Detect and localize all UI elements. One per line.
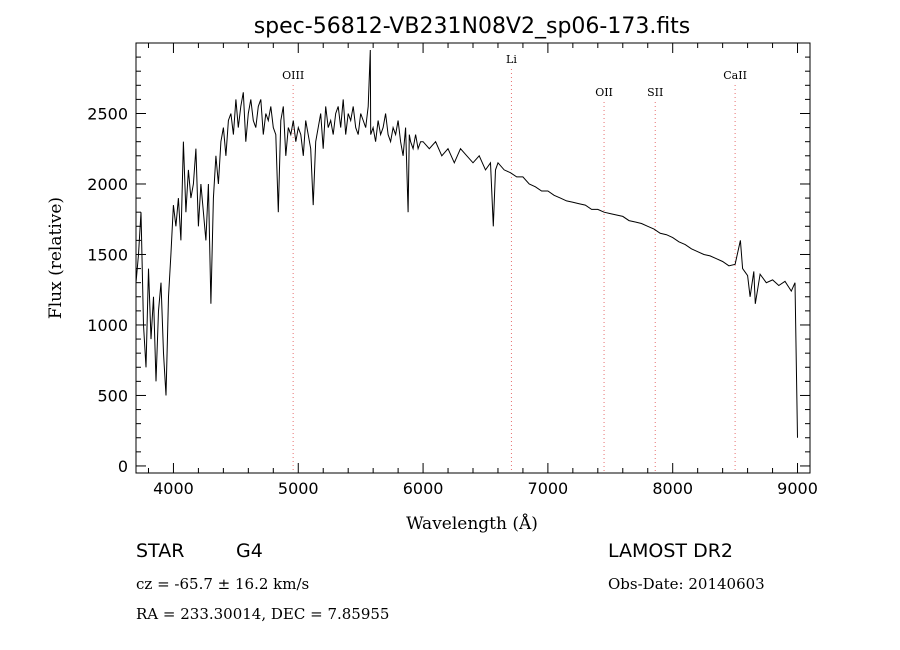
axis-ticks-layer: 4000 5000 6000 7000 8000 9000 0 500 1000 1500 2000… [87, 43, 818, 498]
spectral-line-label-oiii: OIII [282, 69, 304, 82]
spectral-lines-layer: OIII Li OII SII CaII [282, 53, 747, 473]
coordinates: RA = 233.30014, DEC = 7.85955 [136, 605, 390, 623]
spectral-line-label-caii: CaII [723, 69, 747, 82]
spectral-line-label-sii: SII [647, 86, 663, 99]
spectrum-series-line [135, 49, 798, 438]
spectral-line-label-oii: OII [595, 86, 613, 99]
x-axis-label: Wavelength (Å) [406, 513, 538, 534]
chart-title: spec-56812-VB231N08V2_sp06-173.fits [254, 14, 691, 39]
object-subclass: G4 [236, 540, 263, 562]
y-axis-label: Flux (relative) [46, 197, 66, 319]
observation-date: Obs-Date: 20140603 [608, 575, 765, 593]
y-tick-label: 1000 [87, 316, 128, 335]
y-tick-label: 0 [118, 457, 128, 476]
y-tick-label: 2000 [87, 175, 128, 194]
x-tick-label: 8000 [652, 479, 693, 498]
y-tick-label: 2500 [87, 104, 128, 123]
redshift-velocity: cz = -65.7 ± 16.2 km/s [136, 575, 310, 593]
y-tick-label: 500 [97, 386, 128, 405]
object-class: STAR [136, 540, 185, 562]
survey-name: LAMOST DR2 [608, 540, 733, 562]
x-tick-label: 4000 [153, 479, 194, 498]
x-tick-label: 9000 [777, 479, 818, 498]
x-tick-label: 5000 [278, 479, 319, 498]
x-tick-label: 6000 [403, 479, 444, 498]
x-tick-label: 7000 [528, 479, 569, 498]
plot-frame [135, 42, 811, 474]
y-tick-label: 1500 [87, 245, 128, 264]
spectral-line-label-li: Li [506, 53, 517, 66]
